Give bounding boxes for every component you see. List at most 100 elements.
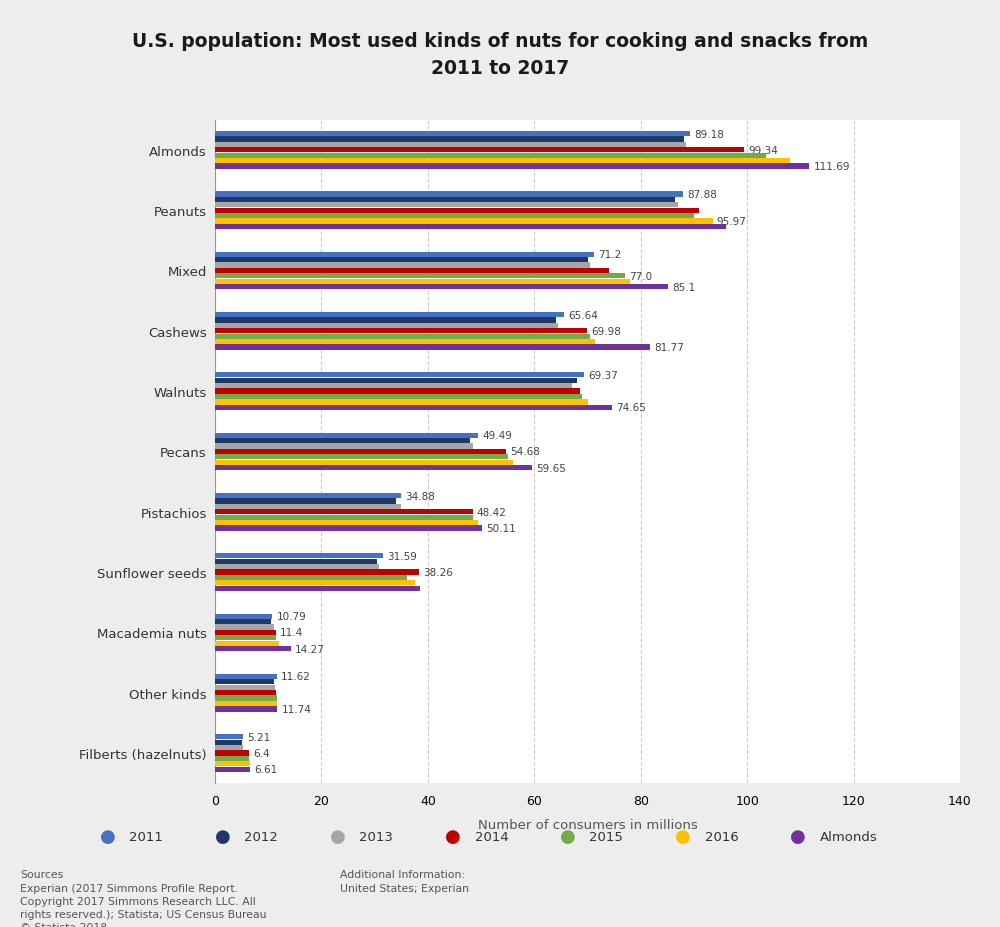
Bar: [215, 614, 272, 619]
Text: 49.49: 49.49: [483, 431, 512, 440]
Bar: [215, 258, 588, 263]
Text: U.S. population: Most used kinds of nuts for cooking and snacks from
2011 to 201: U.S. population: Most used kinds of nuts…: [132, 32, 868, 78]
Text: 6.61: 6.61: [254, 765, 278, 774]
Bar: [215, 761, 250, 767]
Bar: [215, 559, 377, 565]
Bar: [215, 580, 415, 586]
Bar: [215, 279, 630, 285]
Bar: [215, 334, 590, 339]
Bar: [215, 433, 478, 438]
Bar: [215, 504, 401, 510]
Bar: [215, 679, 274, 685]
Text: 2015: 2015: [590, 830, 623, 843]
Text: Sources
Experian (2017 Simmons Profile Report.
Copyright 2017 Simmons Research L: Sources Experian (2017 Simmons Profile R…: [20, 870, 266, 927]
Bar: [215, 701, 277, 706]
Bar: [215, 137, 684, 143]
Text: 81.77: 81.77: [654, 343, 684, 352]
Bar: [215, 499, 396, 504]
Bar: [215, 767, 250, 772]
Bar: [215, 384, 572, 389]
Text: Almonds: Almonds: [820, 830, 877, 843]
Text: 50.11: 50.11: [486, 524, 516, 533]
Bar: [215, 751, 249, 756]
Text: 31.59: 31.59: [387, 552, 417, 561]
Bar: [215, 164, 809, 170]
Bar: [215, 756, 249, 761]
Bar: [215, 674, 277, 679]
Text: 48.42: 48.42: [477, 507, 507, 517]
Text: 11.62: 11.62: [281, 672, 311, 681]
Bar: [215, 285, 668, 290]
Bar: [215, 570, 419, 575]
Bar: [215, 553, 383, 559]
Text: 2011: 2011: [129, 830, 163, 843]
Text: 11.74: 11.74: [282, 705, 312, 714]
Bar: [215, 450, 506, 454]
Bar: [215, 312, 564, 318]
Text: 34.88: 34.88: [405, 491, 435, 501]
Bar: [215, 691, 276, 695]
Bar: [215, 269, 609, 273]
Bar: [215, 745, 243, 751]
Bar: [215, 695, 277, 701]
Text: ●: ●: [790, 827, 805, 845]
Bar: [215, 389, 580, 394]
Text: ●: ●: [215, 827, 230, 845]
Text: ●: ●: [675, 827, 690, 845]
Bar: [215, 526, 482, 531]
Bar: [215, 493, 401, 499]
Bar: [215, 520, 478, 526]
Text: 87.88: 87.88: [687, 190, 717, 199]
Text: 2013: 2013: [360, 830, 393, 843]
Text: 5.21: 5.21: [247, 732, 270, 742]
Text: 77.0: 77.0: [629, 272, 652, 282]
Bar: [215, 219, 713, 224]
Bar: [215, 378, 577, 384]
Bar: [215, 273, 625, 279]
Bar: [215, 460, 513, 465]
Text: ●: ●: [560, 827, 575, 845]
Bar: [215, 400, 588, 405]
Bar: [215, 203, 678, 209]
Bar: [215, 339, 595, 345]
Bar: [215, 159, 790, 164]
Bar: [215, 224, 726, 230]
Text: Additional Information:
United States; Experian: Additional Information: United States; E…: [340, 870, 469, 893]
Bar: [215, 630, 276, 635]
Bar: [215, 438, 470, 444]
Text: 2014: 2014: [475, 830, 508, 843]
Bar: [215, 197, 675, 203]
Text: 69.37: 69.37: [588, 371, 618, 380]
Bar: [215, 641, 279, 646]
Text: 54.68: 54.68: [510, 447, 540, 457]
Bar: [215, 586, 420, 591]
Bar: [215, 444, 473, 450]
Bar: [215, 734, 243, 740]
Bar: [215, 635, 276, 641]
Bar: [215, 394, 582, 400]
Bar: [215, 143, 686, 148]
Text: 95.97: 95.97: [717, 217, 747, 227]
Text: ●: ●: [100, 827, 115, 845]
Text: 71.2: 71.2: [598, 250, 621, 260]
Bar: [215, 263, 590, 269]
Bar: [215, 646, 291, 652]
Text: 10.79: 10.79: [277, 612, 306, 621]
Bar: [215, 252, 594, 258]
Bar: [215, 318, 556, 324]
Bar: [215, 510, 473, 514]
Bar: [215, 465, 532, 471]
Bar: [215, 740, 242, 745]
X-axis label: Number of consumers in millions: Number of consumers in millions: [478, 818, 697, 831]
Text: 111.69: 111.69: [814, 162, 850, 171]
Text: 69.98: 69.98: [592, 326, 622, 337]
Bar: [215, 148, 744, 153]
Bar: [215, 192, 683, 197]
Text: 38.26: 38.26: [423, 567, 453, 578]
Text: 85.1: 85.1: [672, 283, 695, 292]
Text: 74.65: 74.65: [617, 403, 646, 413]
Text: 59.65: 59.65: [537, 464, 567, 473]
Bar: [215, 575, 407, 580]
Bar: [215, 345, 650, 350]
Bar: [215, 132, 690, 137]
